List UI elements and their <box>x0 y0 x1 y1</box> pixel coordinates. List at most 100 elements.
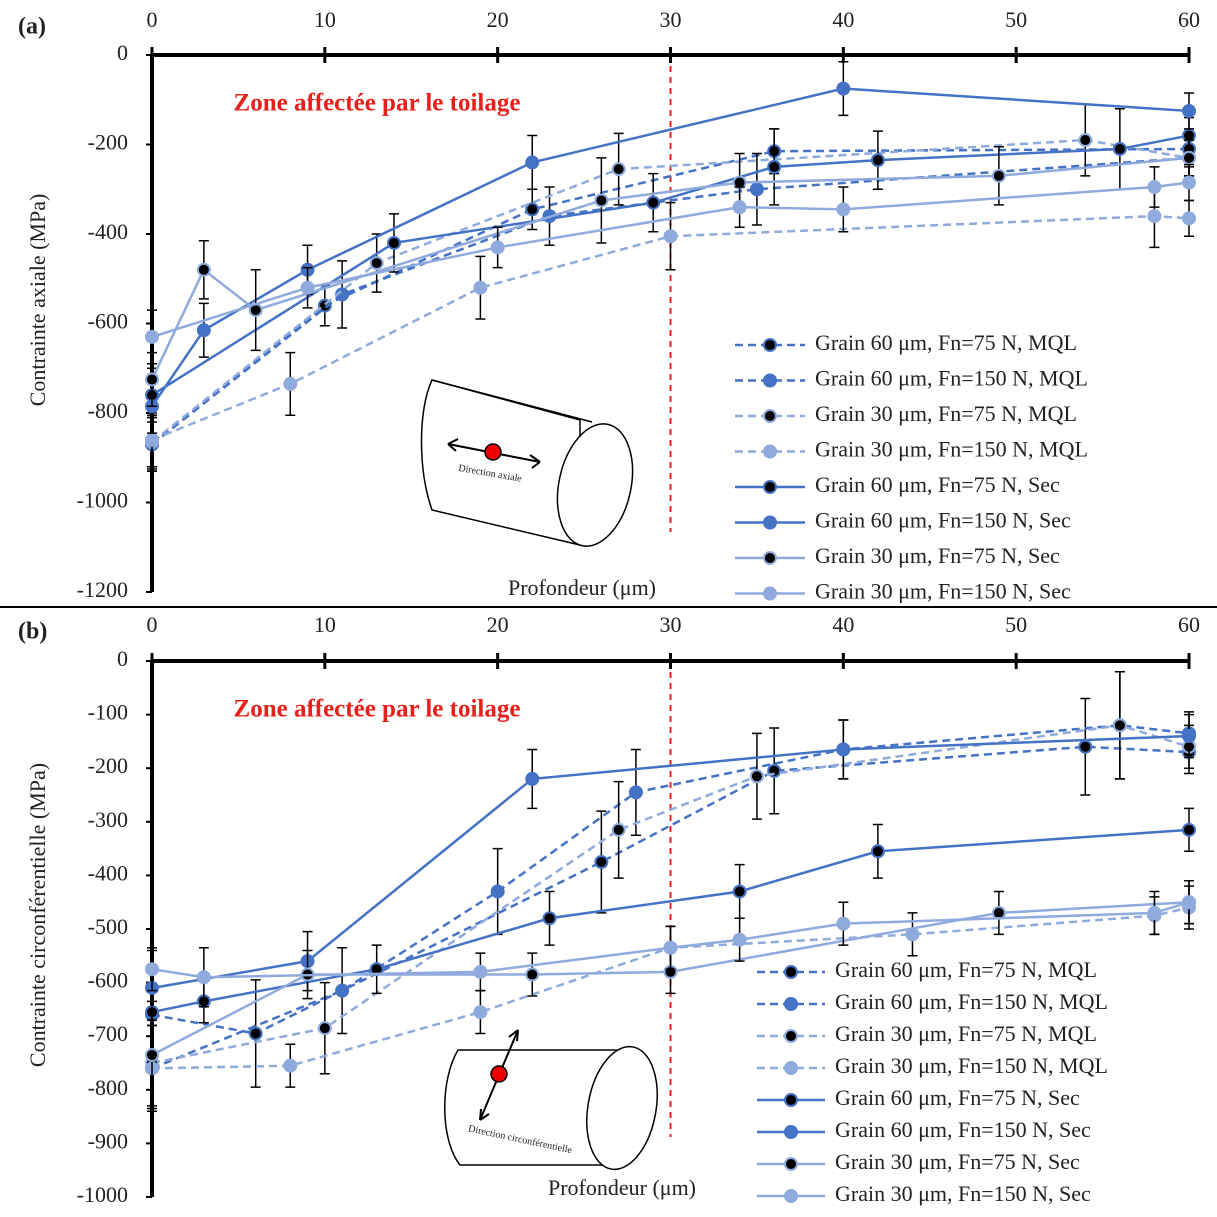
marker <box>1182 150 1196 165</box>
marker <box>525 771 540 786</box>
marker <box>594 855 609 869</box>
x-tick-label: 60 <box>1178 612 1200 637</box>
legend-marker <box>784 965 798 979</box>
x-tick-label: 0 <box>147 612 158 637</box>
marker <box>525 155 540 170</box>
legend-marker <box>784 997 798 1011</box>
marker <box>490 884 505 899</box>
annotation: Zone affectée par le toilage <box>234 696 521 723</box>
marker <box>732 200 747 215</box>
legend-label: Grain 30 μm, Fn=75 N, MQL <box>835 1021 1097 1046</box>
cylinder-axial <box>420 379 634 547</box>
marker <box>1078 133 1093 148</box>
legend-marker <box>784 1061 798 1075</box>
marker <box>836 81 851 96</box>
marker <box>836 742 851 757</box>
y-tick-label: -900 <box>88 1128 128 1153</box>
annotation: Zone affectée par le toilage <box>234 90 521 117</box>
x-tick-label: 60 <box>1178 7 1200 32</box>
marker <box>1182 729 1196 744</box>
x-tick-label: 50 <box>1005 7 1027 32</box>
panel-label: (a) <box>18 14 46 40</box>
legend-marker <box>784 1189 798 1203</box>
marker <box>525 967 540 982</box>
y-tick-label: 0 <box>117 40 128 65</box>
marker <box>386 235 401 250</box>
marker <box>663 229 678 244</box>
x-tick-label: 10 <box>314 7 336 32</box>
marker <box>1112 718 1127 733</box>
marker <box>317 1021 332 1036</box>
x-tick-label: 20 <box>487 612 509 637</box>
marker <box>525 202 540 217</box>
marker <box>663 940 678 955</box>
cylinder-body <box>420 379 581 546</box>
x-tick-label: 30 <box>660 612 682 637</box>
marker <box>335 983 350 998</box>
marker <box>836 916 851 931</box>
marker <box>870 153 885 168</box>
marker <box>594 193 609 208</box>
marker <box>145 329 159 344</box>
x-tick-label: 40 <box>832 7 854 32</box>
x-tick-label: 10 <box>314 612 336 637</box>
marker <box>473 1005 488 1020</box>
marker <box>1182 211 1196 226</box>
marker <box>283 376 298 391</box>
y-tick-label: -1000 <box>77 1182 128 1207</box>
legend-label: Grain 30 μm, Fn=150 N, MQL <box>815 437 1088 462</box>
y-tick-label: -1000 <box>77 488 128 513</box>
marker <box>145 372 159 387</box>
marker <box>1147 180 1162 195</box>
series-line <box>151 901 1190 979</box>
legend-label: Grain 60 μm, Fn=150 N, MQL <box>835 989 1108 1014</box>
marker <box>145 432 159 447</box>
marker <box>283 1058 298 1073</box>
marker <box>611 822 626 837</box>
plot: Grain 60 μm, Fn=75 N, MQL Grain 60 μm, Fn… <box>145 60 1196 604</box>
cylinder-edge <box>431 379 593 423</box>
y-axis-label: Contrainte axiale (MPa) <box>25 194 50 407</box>
y-tick-label: -400 <box>88 219 128 244</box>
y-tick-label: 0 <box>117 646 128 671</box>
cylinder-cap <box>556 423 634 547</box>
legend-marker <box>763 551 777 565</box>
legend-marker <box>763 409 777 423</box>
marker <box>767 159 782 174</box>
marker <box>300 280 315 295</box>
marker <box>836 202 851 217</box>
marker <box>1147 209 1162 224</box>
legend-label: Grain 60 μm, Fn=75 N, Sec <box>835 1085 1080 1110</box>
marker <box>628 785 643 800</box>
legend-label: Grain 60 μm, Fn=150 N, MQL <box>815 366 1088 391</box>
marker <box>1078 739 1093 754</box>
legend-marker <box>784 1125 798 1139</box>
legend-label: Grain 30 μm, Fn=150 N, Sec <box>835 1181 1091 1206</box>
marker <box>490 240 505 255</box>
arrow-head <box>479 1029 519 1121</box>
y-tick-label: -200 <box>88 753 128 778</box>
cylinder-cap <box>586 1045 658 1171</box>
y-tick-label: -300 <box>88 807 128 832</box>
marker <box>749 182 764 197</box>
series-line <box>151 900 1190 1057</box>
series-line <box>151 745 1190 1035</box>
legend-marker <box>763 586 777 601</box>
marker <box>1182 895 1196 910</box>
y-tick-label: -200 <box>88 130 128 155</box>
legend-marker <box>763 338 777 352</box>
x-tick-label: 40 <box>832 612 854 637</box>
legend-label: Grain 30 μm, Fn=150 N, Sec <box>815 579 1071 604</box>
marker <box>611 162 626 177</box>
marker <box>646 195 661 210</box>
marker <box>145 1047 159 1062</box>
marker <box>473 280 488 295</box>
marker <box>1182 175 1196 190</box>
y-tick-label: -700 <box>88 1021 128 1046</box>
x-tick-label: 30 <box>660 7 682 32</box>
marker <box>870 844 885 859</box>
cylinder-circ <box>444 1029 658 1171</box>
marker <box>369 256 384 271</box>
series-line <box>150 87 1190 407</box>
